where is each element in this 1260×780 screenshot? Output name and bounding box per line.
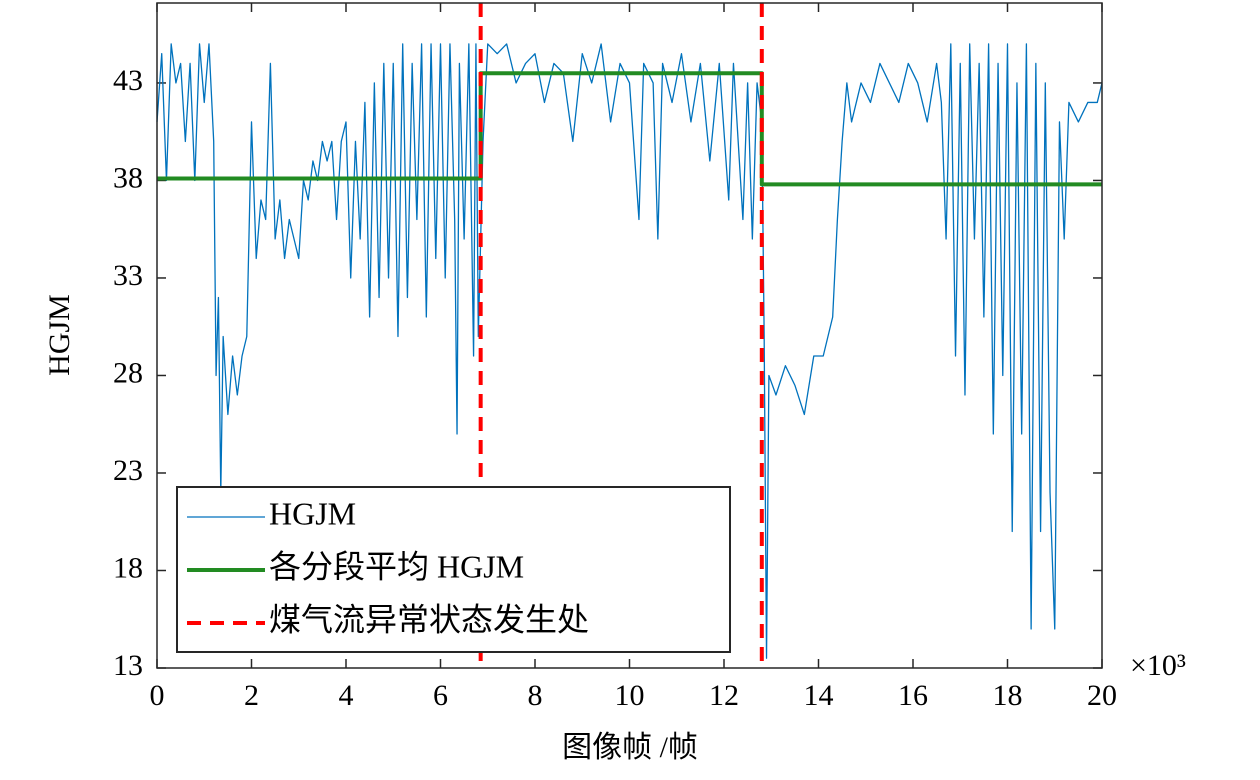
x-tick-label: 12 xyxy=(709,679,739,712)
y-tick-label: 23 xyxy=(113,454,143,487)
y-tick-label: 28 xyxy=(113,356,143,389)
y-axis-label: HGJM xyxy=(43,294,76,376)
y-tick-label: 38 xyxy=(113,161,143,194)
data-line xyxy=(157,71,1102,187)
x-tick-label: 2 xyxy=(244,679,259,712)
x-axis-label: 图像帧 /帧 xyxy=(562,731,698,764)
y-tick-label: 13 xyxy=(113,649,143,682)
x-tick-label: 16 xyxy=(898,679,928,712)
x-multiplier: ×10³ xyxy=(1130,649,1186,682)
x-tick-label: 6 xyxy=(433,679,448,712)
legend-box xyxy=(176,486,731,653)
y-tick-label: 43 xyxy=(113,64,143,97)
x-tick-label: 18 xyxy=(993,679,1023,712)
x-tick-label: 10 xyxy=(615,679,645,712)
x-tick-label: 0 xyxy=(150,679,165,712)
legend-label: 各分段平均 HGJM xyxy=(269,548,524,584)
y-tick-label: 18 xyxy=(113,551,143,584)
y-tick-label: 33 xyxy=(113,259,143,292)
data-line xyxy=(156,43,1103,659)
x-tick-label: 8 xyxy=(528,679,543,712)
x-tick-label: 14 xyxy=(804,679,834,712)
legend-label: HGJM xyxy=(269,495,356,531)
x-tick-label: 4 xyxy=(339,679,354,712)
x-tick-label: 20 xyxy=(1087,679,1117,712)
legend-label: 煤气流异常状态发生处 xyxy=(269,601,589,637)
plot-border xyxy=(156,2,1103,669)
